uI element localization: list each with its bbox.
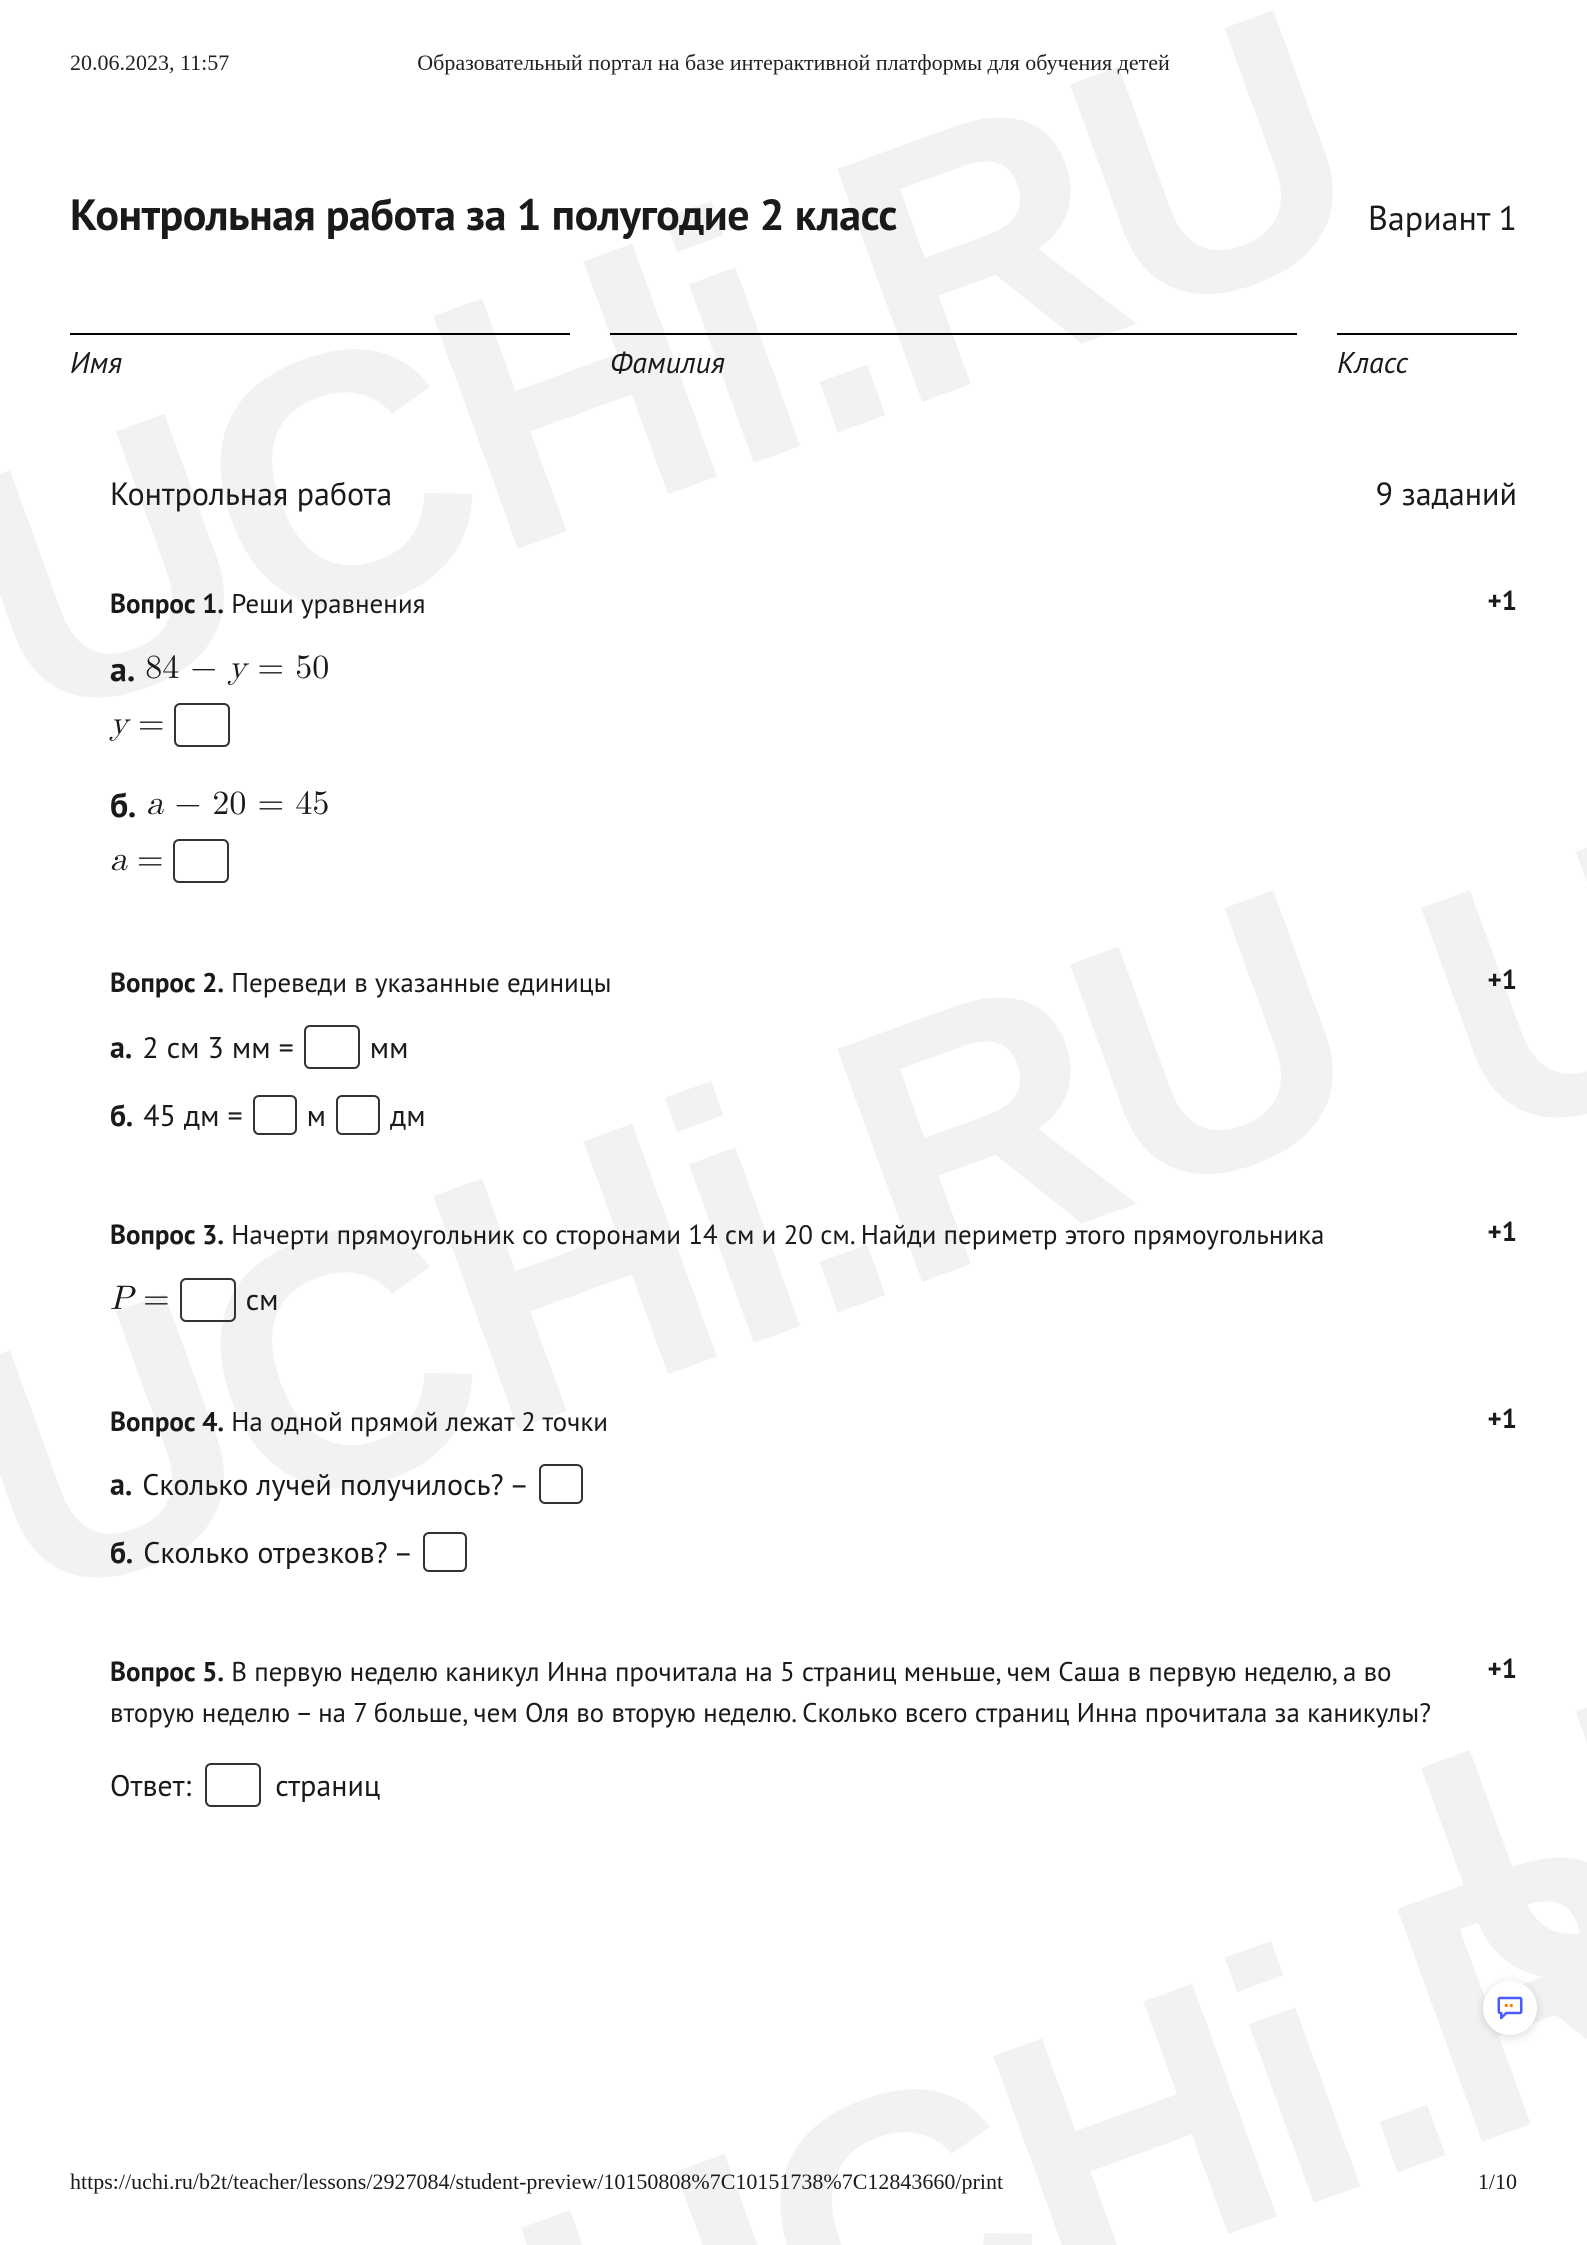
q2a-label: а. [110,1028,132,1067]
surname-label: Фамилия [610,343,1297,382]
q4a-input[interactable] [539,1464,583,1504]
q1a-var: y [110,704,128,745]
q4a-label: а. [110,1465,132,1504]
print-title: Образовательный портал на базе интеракти… [350,50,1237,76]
class-field[interactable]: Класс [1337,333,1517,382]
chat-button[interactable] [1483,1981,1537,2035]
chat-icon [1495,1993,1525,2023]
q3-unit: см [246,1280,279,1319]
q3-number: Вопрос 3. [110,1218,224,1252]
q2b-input-dm[interactable] [336,1095,380,1135]
class-label: Класс [1337,343,1517,382]
q4-text: На одной прямой лежат 2 точки [231,1405,608,1439]
name-label: Имя [70,343,570,382]
q2-text: Переведи в указанные единицы [231,966,611,1000]
q2-points: +1 [1487,963,1517,997]
q4b-label: б. [110,1533,133,1572]
footer-url: https://uchi.ru/b2t/teacher/lessons/2927… [70,2169,1003,2195]
eq-sign: = [138,704,164,745]
page-title: Контрольная работа за 1 полугодие 2 клас… [70,186,897,243]
q3-var: P [110,1279,133,1320]
q1b-var: a [110,840,127,881]
q4-points: +1 [1487,1402,1517,1436]
q5-text: В первую неделю каникул Инна прочитала н… [110,1655,1431,1730]
eq-sign: = [137,840,163,881]
print-footer: https://uchi.ru/b2t/teacher/lessons/2927… [70,2169,1517,2195]
footer-page: 1/10 [1478,2169,1517,2195]
q2b-pre: 45 дм = [143,1096,242,1135]
tasks-count: 9 заданий [1376,472,1517,514]
q5-points: +1 [1487,1652,1517,1686]
question-1: Вопрос 1. Реши уравнения +1 а. 84 − y = … [110,584,1517,883]
q1a-label: а. [110,647,135,691]
q1b-label: б. [110,783,136,827]
q2-number: Вопрос 2. [110,966,224,1000]
q3-text: Начерти прямоугольник со сторонами 14 см… [231,1218,1324,1252]
question-2: Вопрос 2. Переведи в указанные единицы +… [110,963,1517,1136]
q5-answer-unit: страниц [275,1766,380,1805]
question-5: Вопрос 5. В первую неделю каникул Инна п… [110,1652,1517,1807]
q1-number: Вопрос 1. [110,587,224,621]
q2b-input-m[interactable] [253,1095,297,1135]
q4b-input[interactable] [423,1532,467,1572]
q3-points: +1 [1487,1215,1517,1249]
work-label: Контрольная работа [110,472,392,514]
name-field[interactable]: Имя [70,333,570,382]
print-date: 20.06.2023, 11:57 [70,50,350,76]
q5-answer-label: Ответ: [110,1766,191,1805]
print-header: 20.06.2023, 11:57 Образовательный портал… [70,50,1517,76]
q2a-pre: 2 см 3 мм = [142,1028,293,1067]
eq-sign: = [143,1279,169,1320]
q1-text: Реши уравнения [231,587,425,621]
q1a-equation: 84 − y = 50 [145,648,329,689]
question-4: Вопрос 4. На одной прямой лежат 2 точки … [110,1402,1517,1573]
q1b-input[interactable] [173,839,229,883]
q5-input[interactable] [205,1763,261,1807]
q2b-label: б. [110,1096,133,1135]
q4-number: Вопрос 4. [110,1405,224,1439]
surname-field[interactable]: Фамилия [610,333,1297,382]
q2b-unit1: м [307,1096,326,1135]
q4a-text: Сколько лучей получилось? – [142,1465,529,1504]
q4b-text: Сколько отрезков? – [143,1533,413,1572]
q2a-input[interactable] [304,1025,360,1069]
q1-points: +1 [1487,584,1517,618]
q2a-post: мм [370,1028,409,1067]
variant-label: Вариант 1 [1368,196,1517,240]
q1a-input[interactable] [174,703,230,747]
q2b-unit2: дм [390,1096,426,1135]
q1b-equation: a − 20 = 45 [146,784,329,825]
q5-number: Вопрос 5. [110,1655,224,1689]
question-3: Вопрос 3. Начерти прямоугольник со сторо… [110,1215,1517,1322]
q3-input[interactable] [180,1278,236,1322]
